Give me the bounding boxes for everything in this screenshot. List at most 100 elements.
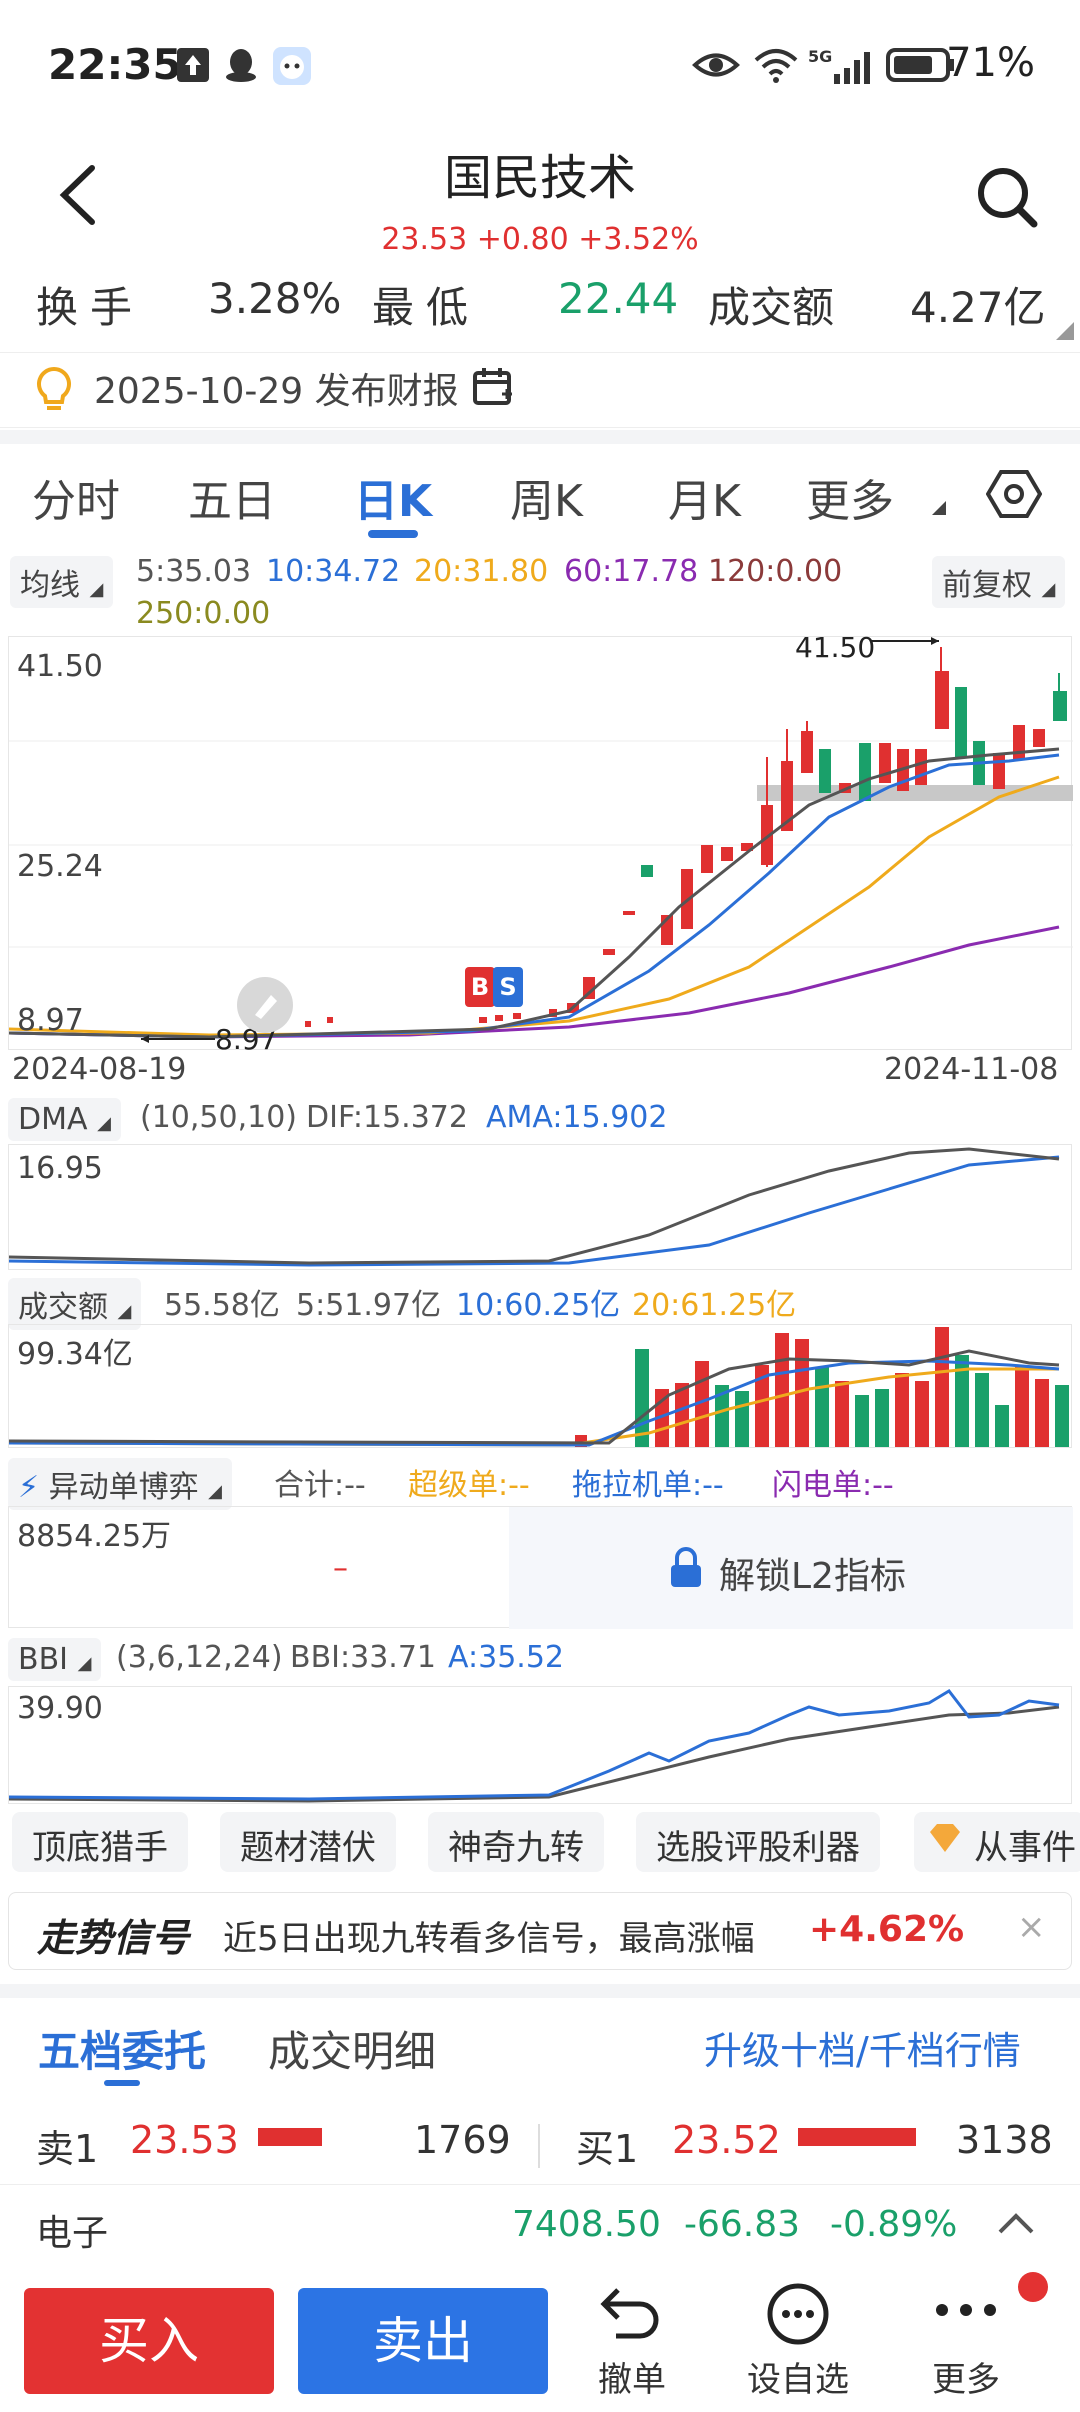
kline-date-end: 2024-11-08 bbox=[884, 1052, 1059, 1087]
expand-corner-icon[interactable] bbox=[1056, 322, 1074, 344]
tab-daily-k[interactable]: 日K bbox=[354, 476, 433, 527]
upload-icon bbox=[176, 46, 214, 84]
volume-label: 成交额 bbox=[18, 1290, 108, 1325]
battery-icon bbox=[886, 46, 956, 84]
eye-icon bbox=[692, 46, 740, 84]
bbi-params: (3,6,12,24) bbox=[116, 1640, 283, 1675]
kline-canvas bbox=[9, 637, 1073, 1043]
search-button[interactable] bbox=[972, 162, 1042, 232]
bbi-a-value: A:35.52 bbox=[448, 1640, 564, 1675]
adjust-label: 前复权 bbox=[942, 568, 1032, 603]
kline-date-start: 2024-08-19 bbox=[12, 1052, 187, 1087]
ma-selector[interactable]: 均线 ◢ bbox=[10, 556, 114, 608]
sell1-price: 23.53 bbox=[130, 2118, 239, 2162]
tab-five-day[interactable]: 五日 bbox=[188, 476, 276, 527]
bbi-selector[interactable]: BBI ◢ bbox=[8, 1638, 102, 1681]
volume-canvas bbox=[9, 1327, 1069, 1447]
sector-pct: -0.89% bbox=[830, 2204, 958, 2245]
bbi-chart[interactable]: 39.90 bbox=[8, 1686, 1072, 1804]
notice-bar[interactable] bbox=[0, 352, 1080, 428]
watchlist-label[interactable]: 设自选 bbox=[747, 2360, 849, 2400]
kline-y-low: 8.97 bbox=[17, 1003, 84, 1038]
volume-y-top: 99.34亿 bbox=[17, 1337, 133, 1372]
more-label[interactable]: 更多 bbox=[932, 2360, 1000, 2400]
feature-chip-event[interactable]: 从事件 bbox=[914, 1812, 1080, 1872]
draw-tool-icon[interactable] bbox=[237, 977, 293, 1033]
tab-weekly-k[interactable]: 周K bbox=[510, 476, 583, 527]
tab-intraday[interactable]: 分时 bbox=[32, 476, 120, 527]
app-notification-icon bbox=[272, 46, 311, 85]
sell-signal-marker[interactable]: S bbox=[493, 967, 523, 1007]
volume-selector[interactable]: 成交额 ◢ bbox=[8, 1278, 142, 1330]
lightning-icon: ⚡ bbox=[18, 1470, 40, 1505]
tab-trade-detail[interactable]: 成交明细 bbox=[268, 2027, 437, 2076]
feature-chip-theme[interactable]: 题材潜伏 bbox=[220, 1812, 396, 1872]
ma5-value: 5:35.03 bbox=[136, 554, 252, 589]
feature-chip-bottom-hunter[interactable]: 顶底猎手 bbox=[12, 1812, 188, 1872]
chevron-up-icon[interactable] bbox=[996, 2208, 1036, 2242]
kline-chart[interactable]: 41.50 25.24 8.97 41.50 8.97 B S bbox=[8, 631, 1073, 1056]
signal-card[interactable]: 走势信号 近5日出现九转看多信号，最高涨幅 +4.62% × bbox=[8, 1892, 1072, 1970]
page-title: 国民技术 bbox=[443, 150, 636, 206]
buy-signal-marker[interactable]: B bbox=[465, 967, 495, 1007]
notice-text: 2025-10-29 发布财报 bbox=[94, 371, 459, 412]
ma60-value: 60:17.78 bbox=[564, 554, 699, 589]
ma-label: 均线 bbox=[20, 568, 80, 603]
unlock-overlay[interactable]: 解锁L2指标 bbox=[509, 1507, 1073, 1629]
adjust-selector[interactable]: 前复权 ◢ bbox=[932, 556, 1066, 608]
back-button[interactable] bbox=[50, 160, 110, 230]
feature-chip-stock-tool[interactable]: 选股评股利器 bbox=[636, 1812, 880, 1872]
chart-settings-hex-icon[interactable] bbox=[985, 466, 1043, 526]
amount-value: 4.27亿 bbox=[910, 283, 1046, 332]
ma10-value: 10:34.72 bbox=[266, 554, 401, 589]
feature-chip-nine-turn[interactable]: 神奇九转 bbox=[428, 1812, 604, 1872]
sell1-label: 卖1 bbox=[36, 2127, 99, 2171]
dma-y-top: 16.95 bbox=[17, 1151, 103, 1186]
cancel-order-label[interactable]: 撤单 bbox=[598, 2360, 666, 2400]
tab-order-book[interactable]: 五档委托 bbox=[38, 2027, 207, 2076]
lock-icon bbox=[669, 1547, 703, 1593]
ob-divider bbox=[538, 2124, 540, 2168]
upgrade-level2-link[interactable]: 升级十档/千档行情 bbox=[704, 2029, 1021, 2073]
candles bbox=[305, 647, 1067, 1027]
calendar-icon bbox=[472, 366, 514, 412]
battery-percent: 71% bbox=[946, 40, 1035, 86]
turnover-value: 3.28% bbox=[208, 274, 342, 323]
ma20-value: 20:31.80 bbox=[414, 554, 549, 589]
signal-text: 近5日出现九转看多信号，最高涨幅 bbox=[223, 1919, 755, 1959]
buy1-volume: 3138 bbox=[956, 2118, 1053, 2162]
abnormal-label: 异动单博弈 bbox=[48, 1470, 199, 1505]
sector-change: -66.83 bbox=[684, 2204, 801, 2245]
ma120-value: 120:0.00 bbox=[708, 554, 843, 589]
wifi-icon bbox=[752, 46, 800, 84]
sell-button[interactable]: 卖出 bbox=[298, 2288, 548, 2394]
sell1-volume: 1769 bbox=[414, 2118, 511, 2162]
bbi-canvas bbox=[9, 1689, 1060, 1803]
tab-more[interactable]: 更多 bbox=[806, 476, 894, 527]
abnormal-selector[interactable]: ⚡ 异动单博弈 ◢ bbox=[8, 1458, 233, 1510]
dma-dif: DIF:15.372 bbox=[306, 1100, 468, 1135]
dma-selector[interactable]: DMA ◢ bbox=[8, 1098, 121, 1141]
buy1-price: 23.52 bbox=[672, 2118, 781, 2162]
section-divider-2 bbox=[0, 1984, 1080, 1998]
signal-close-button[interactable]: × bbox=[1017, 1907, 1046, 1947]
sector-row[interactable] bbox=[0, 2184, 1080, 2264]
abnormal-total: 合计:-- bbox=[274, 1468, 366, 1503]
volume-chart[interactable]: 99.34亿 bbox=[8, 1324, 1072, 1448]
more-icon[interactable] bbox=[934, 2300, 998, 2324]
dma-chart[interactable]: 16.95 bbox=[8, 1144, 1072, 1270]
tab-monthly-k[interactable]: 月K bbox=[668, 476, 741, 527]
abnormal-chart[interactable]: 8854.25万 – 解锁L2指标 bbox=[8, 1506, 1073, 1629]
kline-y-top: 41.50 bbox=[17, 649, 103, 684]
volume-ma5: 5:51.97亿 bbox=[296, 1288, 442, 1323]
dma-ama: AMA:15.902 bbox=[486, 1100, 668, 1135]
buy-button[interactable]: 买入 bbox=[24, 2288, 274, 2394]
buy1-volume-bar bbox=[798, 2128, 916, 2146]
bbi-y-top: 39.90 bbox=[17, 1691, 103, 1726]
sector-name: 电子 bbox=[36, 2213, 109, 2254]
kline-y-mid: 25.24 bbox=[17, 849, 103, 884]
turnover-label: 换手 bbox=[36, 283, 145, 332]
cancel-order-icon[interactable] bbox=[596, 2280, 666, 2348]
watchlist-icon[interactable] bbox=[766, 2282, 830, 2350]
abnormal-dash: – bbox=[333, 1551, 348, 1586]
